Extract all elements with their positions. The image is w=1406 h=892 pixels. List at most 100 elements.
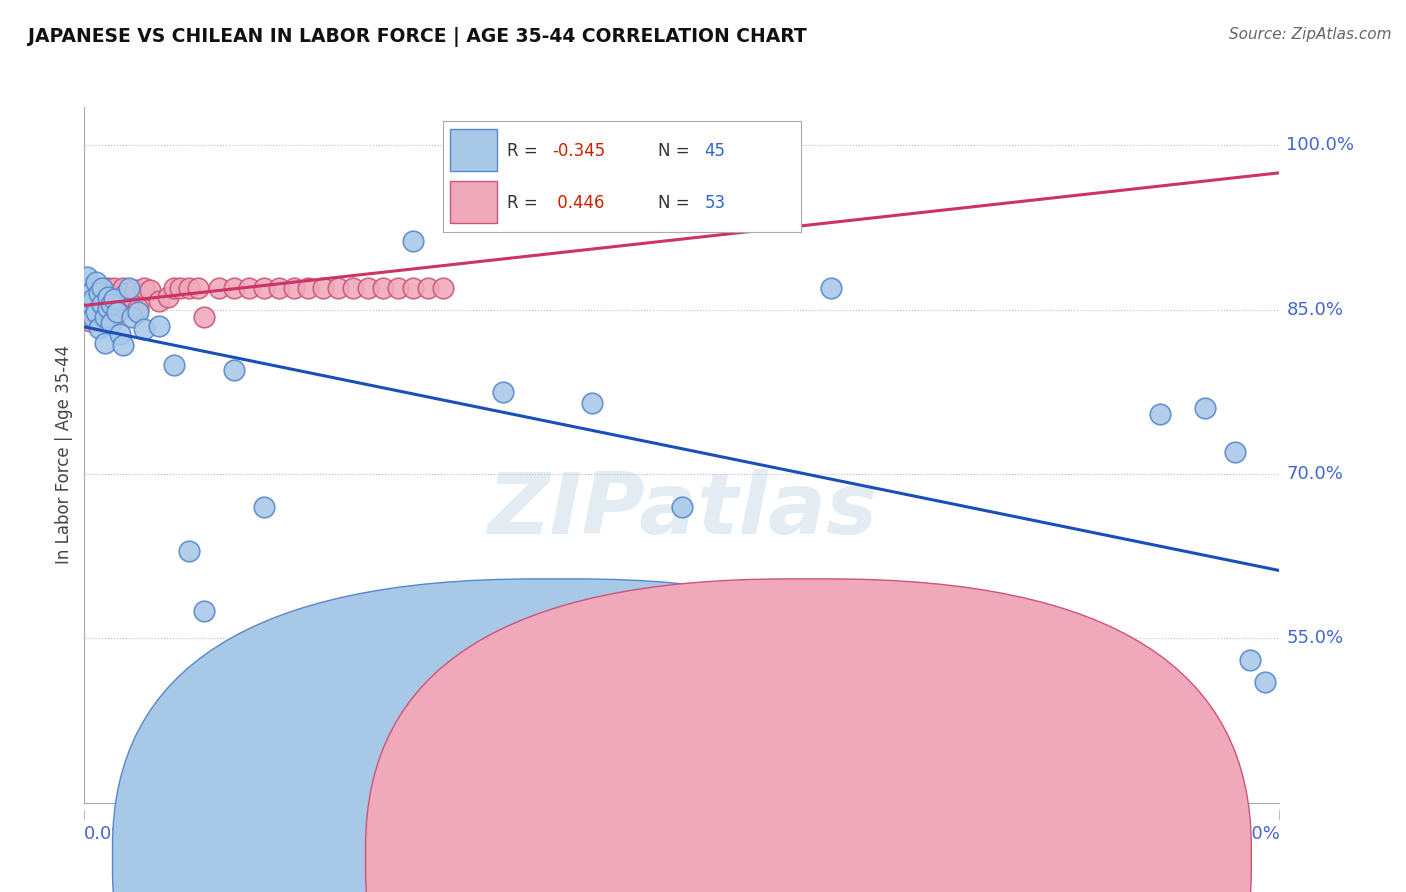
Text: 55.0%: 55.0%	[1286, 630, 1344, 648]
Point	[371, 281, 394, 295]
Point	[297, 281, 319, 295]
Text: |: |	[681, 810, 683, 821]
Point	[110, 326, 132, 341]
Point	[222, 363, 245, 377]
Point	[86, 301, 108, 315]
Point	[970, 623, 993, 637]
Point	[91, 290, 114, 304]
Point	[94, 335, 117, 350]
Point	[112, 281, 135, 295]
Point	[416, 281, 439, 295]
Point	[103, 292, 125, 306]
Point	[89, 321, 111, 335]
Point	[76, 269, 98, 284]
Point	[97, 281, 120, 295]
Point	[312, 281, 335, 295]
Text: |: |	[232, 810, 235, 821]
Point	[820, 281, 842, 295]
Point	[118, 281, 141, 295]
Point	[79, 314, 101, 328]
Text: 40.0%: 40.0%	[1223, 825, 1279, 843]
Text: |: |	[1278, 810, 1281, 821]
Point	[105, 290, 128, 304]
Text: 85.0%: 85.0%	[1286, 301, 1344, 318]
Point	[139, 283, 162, 297]
Text: Japanese: Japanese	[581, 850, 657, 868]
Point	[222, 281, 245, 295]
Point	[86, 276, 108, 290]
Text: ZIPatlas: ZIPatlas	[486, 469, 877, 552]
Point	[115, 286, 138, 301]
Point	[89, 286, 111, 301]
Point	[103, 301, 125, 315]
Point	[94, 310, 117, 325]
Point	[105, 305, 128, 319]
Point	[86, 281, 108, 295]
Point	[267, 281, 290, 295]
Point	[163, 281, 186, 295]
Point	[402, 281, 425, 295]
Point	[79, 297, 101, 311]
Point	[357, 281, 380, 295]
Point	[121, 290, 143, 304]
Point	[461, 138, 484, 153]
Point	[283, 281, 305, 295]
Point	[91, 297, 114, 311]
Point	[1088, 656, 1111, 670]
Point	[253, 281, 276, 295]
Point	[100, 297, 122, 311]
Point	[1223, 445, 1246, 459]
Text: JAPANESE VS CHILEAN IN LABOR FORCE | AGE 35-44 CORRELATION CHART: JAPANESE VS CHILEAN IN LABOR FORCE | AGE…	[28, 27, 807, 46]
Point	[342, 281, 364, 295]
Point	[118, 293, 141, 308]
Point	[312, 620, 335, 634]
Point	[208, 281, 231, 295]
Point	[97, 308, 120, 322]
Point	[86, 305, 108, 319]
Y-axis label: In Labor Force | Age 35-44: In Labor Force | Age 35-44	[55, 345, 73, 565]
Point	[177, 281, 200, 295]
Point	[402, 234, 425, 248]
Point	[148, 319, 170, 334]
Point	[97, 301, 120, 315]
Point	[1253, 675, 1275, 690]
Point	[94, 305, 117, 319]
Point	[581, 396, 603, 410]
Point	[238, 281, 260, 295]
Point	[163, 358, 186, 372]
Point	[671, 500, 693, 514]
Point	[177, 543, 200, 558]
Point	[127, 301, 149, 315]
Point	[89, 314, 111, 328]
Point	[76, 281, 98, 295]
Point	[91, 302, 114, 317]
Point	[187, 281, 209, 295]
Text: |: |	[83, 810, 86, 821]
Point	[124, 283, 146, 297]
Point	[110, 302, 132, 317]
Point	[1149, 407, 1171, 421]
Point	[148, 293, 170, 308]
Point	[492, 384, 515, 399]
Text: |: |	[381, 810, 385, 821]
Point	[76, 308, 98, 322]
Point	[169, 281, 191, 295]
Point	[253, 500, 276, 514]
Point	[112, 338, 135, 352]
Text: |: |	[531, 810, 534, 821]
Point	[103, 281, 125, 295]
Point	[91, 281, 114, 295]
Text: Chileans: Chileans	[834, 850, 904, 868]
Point	[82, 305, 104, 319]
Point	[1239, 653, 1261, 667]
Point	[157, 290, 180, 304]
Text: Source: ZipAtlas.com: Source: ZipAtlas.com	[1229, 27, 1392, 42]
Point	[100, 293, 122, 308]
Text: |: |	[1129, 810, 1132, 821]
Point	[132, 322, 156, 336]
Point	[89, 283, 111, 297]
Text: 100.0%: 100.0%	[1286, 136, 1354, 154]
Point	[79, 286, 101, 301]
Point	[121, 310, 143, 325]
Point	[79, 290, 101, 304]
